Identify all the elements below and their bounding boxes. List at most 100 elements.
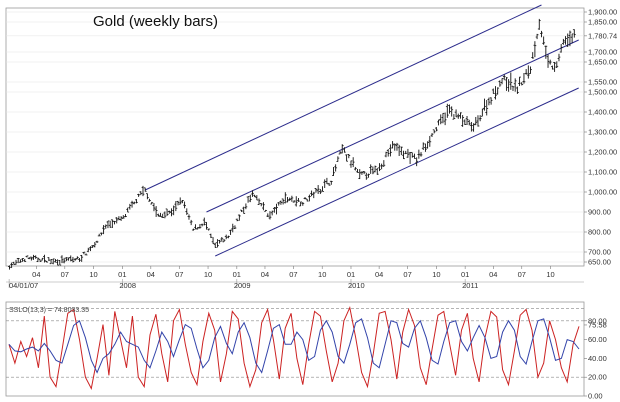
ohlc-bar	[305, 198, 309, 202]
ohlc-bar	[494, 86, 497, 100]
ohlc-bar	[533, 41, 537, 58]
ohlc-bar	[432, 129, 436, 134]
ohlc-bar	[555, 61, 559, 69]
ohlc-bar	[27, 257, 31, 260]
ohlc-bar	[353, 166, 357, 171]
ohlc-bar	[226, 235, 230, 239]
ohlc-bar	[8, 265, 11, 270]
ohlc-bar	[375, 167, 379, 175]
ohlc-bar	[526, 65, 530, 79]
price-tick-label: 1,400.00	[588, 108, 617, 117]
ohlc-bar	[286, 196, 289, 203]
ohlc-bar	[334, 164, 338, 172]
ohlc-bar	[340, 144, 344, 154]
year-label: 2010	[348, 281, 365, 290]
ohlc-bar	[178, 197, 182, 205]
ohlc-bar	[378, 163, 381, 172]
ohlc-bar	[141, 185, 145, 197]
time-axis: 04 07 10 01 04 07 10 01 04 07 10 01 04 07 10 01 04 07 10 04…	[8, 266, 555, 290]
ohlc-bar	[220, 237, 224, 242]
ohlc-bar	[86, 247, 90, 253]
ohlc-bar	[347, 154, 351, 159]
ohlc-bar	[391, 141, 394, 149]
ohlc-bar	[540, 30, 543, 38]
price-tick-label: 650.00	[588, 258, 611, 267]
ohlc-bar	[485, 100, 489, 116]
indicator-label: SSLO(13,3) = 74.8033.35	[9, 307, 89, 314]
ohlc-bar	[520, 82, 524, 86]
ohlc-bar	[194, 224, 197, 230]
ohlc-bar	[448, 104, 451, 114]
ohlc-bar	[509, 72, 513, 90]
ohlc-bar	[491, 88, 495, 94]
ohlc-bar	[369, 164, 373, 174]
ohlc-bar	[69, 255, 73, 262]
ohlc-bar	[487, 97, 491, 106]
indicator-tick-label: 60.00	[588, 335, 607, 344]
ohlc-bar	[561, 38, 565, 45]
ohlc-bar	[97, 233, 101, 237]
ohlc-bar	[167, 210, 171, 214]
trend-channel-lines	[144, 4, 579, 257]
time-tick-label: 01	[233, 270, 241, 279]
time-tick-label: 01	[118, 270, 126, 279]
indicator-tick-label: 75.58	[588, 320, 607, 329]
ohlc-bar	[417, 149, 421, 159]
ohlc-bar	[434, 127, 438, 132]
ohlc-bar	[478, 115, 482, 122]
ohlc-bar	[465, 115, 469, 125]
ohlc-bar	[450, 106, 454, 117]
ohlc-bar	[329, 180, 333, 185]
ohlc-bar	[135, 199, 138, 204]
ohlc-bar	[275, 203, 278, 215]
year-label: 04/01/07	[9, 281, 38, 290]
time-tick-label: 07	[289, 270, 297, 279]
time-tick-label: 10	[432, 270, 440, 279]
time-tick-label: 10	[89, 270, 97, 279]
ohlc-bar	[518, 76, 521, 86]
ohlc-bar	[264, 209, 267, 212]
ohlc-bar	[424, 143, 427, 152]
ohlc-bar	[152, 203, 156, 212]
ohlc-bar	[496, 87, 500, 95]
indicator-plot-frame	[5, 301, 585, 397]
price-tick-label: 900.00	[588, 208, 611, 217]
price-tick-label: 1,500.00	[588, 88, 617, 97]
channel-line-upper	[144, 4, 542, 191]
ohlc-bar	[170, 208, 173, 217]
ohlc-bar	[130, 200, 134, 208]
ohlc-bar	[231, 223, 235, 233]
indicator-tick-label: 0.00	[588, 392, 603, 401]
ohlc-bar	[209, 233, 213, 239]
time-tick-label: 07	[175, 270, 183, 279]
ohlc-bar	[29, 256, 33, 261]
ohlc-bar	[386, 149, 390, 157]
ohlc-bar	[181, 200, 184, 204]
ohlc-bar	[559, 44, 563, 53]
indicator-tick-label: 40.00	[588, 354, 607, 363]
ohlc-bar	[51, 258, 55, 265]
price-tick-label: 1,550.00	[588, 78, 617, 87]
ohlc-bar	[310, 190, 313, 197]
ohlc-bar	[150, 201, 154, 205]
ohlc-bar	[548, 59, 552, 65]
ohlc-bar	[255, 195, 259, 201]
indicator-tick-label: 20.00	[588, 373, 607, 382]
ohlc-bar	[91, 245, 95, 248]
ohlc-bar	[428, 135, 432, 147]
ohlc-bar	[54, 258, 57, 263]
ohlc-bar	[213, 242, 217, 248]
ohlc-bar	[262, 202, 265, 211]
ohlc-bar	[279, 200, 283, 205]
ohlc-bar	[272, 207, 276, 213]
time-tick-label: 04	[261, 270, 269, 279]
ohlc-bar	[139, 191, 143, 196]
ohlc-bar	[270, 210, 274, 216]
ohlc-bar	[187, 214, 191, 220]
ohlc-bar	[47, 257, 51, 261]
ohlc-bar	[40, 257, 44, 261]
ohlc-bar	[515, 86, 519, 94]
ohlc-bar	[89, 246, 92, 252]
ohlc-bar	[165, 208, 169, 216]
ohlc-bar	[382, 160, 386, 167]
